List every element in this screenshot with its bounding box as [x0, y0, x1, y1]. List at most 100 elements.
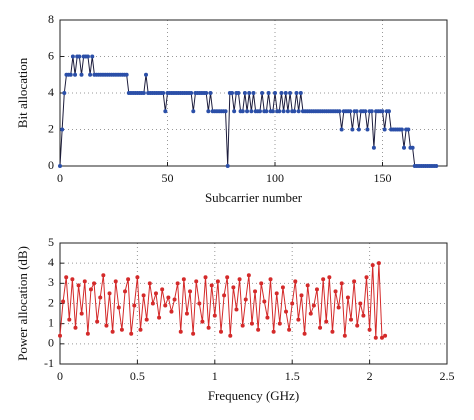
data-point [333, 289, 338, 294]
data-point [79, 311, 84, 316]
data-point [107, 291, 112, 296]
data-point [191, 331, 196, 336]
data-point [236, 91, 241, 95]
y-tick-label: 6 [48, 48, 54, 62]
data-point [264, 109, 269, 114]
data-point [273, 91, 277, 95]
data-point [234, 307, 239, 312]
x-tick-label: 150 [374, 171, 392, 185]
data-point [77, 54, 82, 59]
data-point [113, 279, 118, 284]
data-point [191, 109, 196, 114]
data-point [144, 317, 149, 322]
data-point [232, 109, 237, 114]
data-point [324, 319, 329, 324]
data-point [281, 109, 286, 114]
x-tick-label: 1.5 [285, 369, 300, 383]
data-point [123, 289, 128, 294]
x-axis-label: Frequency (GHz) [208, 388, 299, 403]
data-point [64, 275, 69, 280]
data-point [285, 109, 290, 114]
data-point [189, 91, 194, 95]
data-point [110, 329, 115, 334]
data-point [260, 91, 265, 95]
data-point [298, 91, 303, 95]
data-point [265, 315, 270, 320]
data-point [251, 91, 256, 95]
data-point [218, 329, 223, 334]
data-point [293, 279, 298, 284]
data-point [284, 309, 289, 314]
data-point [147, 281, 152, 286]
data-point [349, 317, 354, 322]
data-point [129, 331, 134, 336]
data-point [222, 293, 227, 298]
data-point [160, 287, 165, 292]
y-tick-label: 4 [48, 255, 54, 269]
data-point [237, 277, 242, 282]
data-point [188, 289, 193, 294]
data-point [126, 277, 131, 282]
data-point [296, 109, 301, 114]
plot-frame [59, 242, 448, 365]
data-point [376, 261, 381, 266]
data-point [249, 321, 254, 326]
data-point [101, 273, 106, 278]
x-tick-label: 100 [266, 171, 284, 185]
y-tick-label: 3 [48, 275, 54, 289]
x-axis-label: Subcarrier number [205, 190, 303, 205]
data-point [104, 323, 109, 328]
data-point [253, 289, 258, 294]
data-point [305, 283, 310, 288]
data-point [116, 305, 121, 310]
y-tick-label: 1 [48, 315, 54, 329]
data-point [365, 127, 370, 132]
data-point [246, 273, 251, 278]
data-point [386, 109, 391, 114]
data-point [70, 54, 75, 59]
data-point [259, 281, 264, 286]
data-point [67, 317, 72, 322]
data-point [379, 335, 384, 340]
data-point [58, 333, 62, 338]
data-point [358, 301, 363, 306]
data-point [292, 109, 297, 114]
data-point [348, 109, 353, 114]
data-point [181, 277, 186, 282]
y-axis-label: Bit allocation [15, 57, 30, 128]
data-point [356, 127, 361, 132]
data-point [311, 303, 316, 308]
data-point [150, 301, 155, 306]
data-point [371, 145, 376, 150]
data-point [178, 329, 183, 334]
data-point [163, 303, 168, 308]
data-point [200, 319, 205, 324]
data-point [82, 279, 87, 284]
data-point [321, 277, 326, 282]
data-point [223, 109, 228, 114]
data-point [399, 127, 404, 132]
data-point [209, 283, 214, 288]
data-point [169, 309, 174, 314]
y-tick-label: 5 [48, 235, 54, 249]
data-point [277, 321, 282, 326]
data-point [277, 109, 282, 114]
y-tick-label: 0 [48, 336, 54, 350]
data-point [294, 91, 299, 95]
data-point [119, 327, 124, 332]
data-point [204, 91, 209, 95]
data-point [68, 72, 73, 77]
data-point [361, 313, 366, 318]
data-point [161, 91, 166, 95]
data-point [215, 279, 220, 284]
data-point [92, 281, 97, 286]
data-point [242, 91, 247, 95]
data-point [336, 305, 341, 310]
data-point [76, 283, 81, 288]
data-point [314, 287, 319, 292]
data-point [247, 91, 252, 95]
data-point [85, 54, 90, 59]
data-point [203, 275, 208, 280]
x-tick-label: 2.5 [440, 369, 455, 383]
